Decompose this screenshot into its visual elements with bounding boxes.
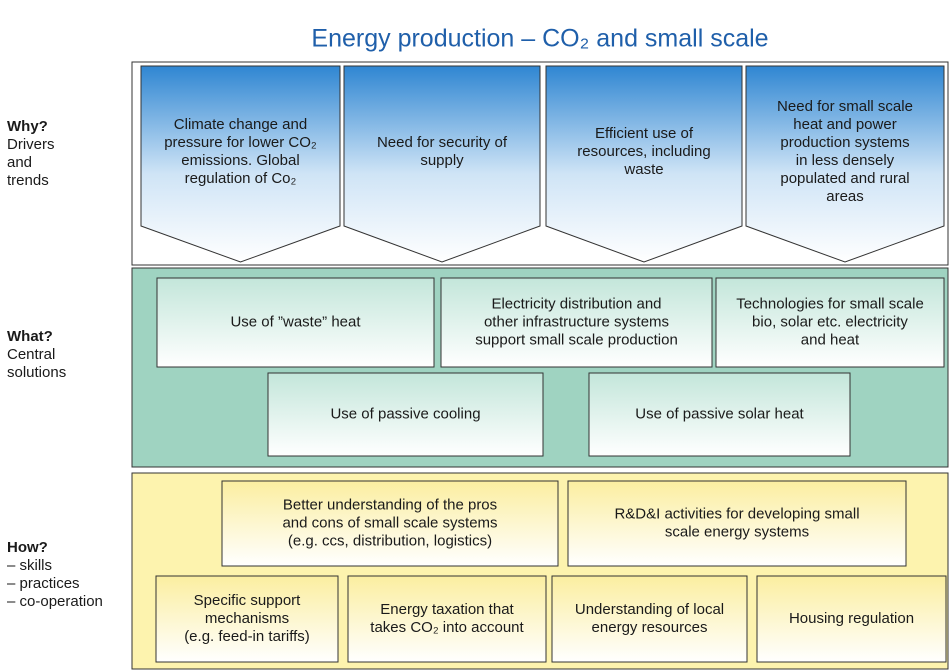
row-subheading: – practices: [7, 575, 80, 592]
box-text: regulation of Co₂: [185, 170, 297, 187]
box-text: (e.g. feed-in tariffs): [184, 628, 310, 645]
box-text: Use of ”waste” heat: [230, 313, 361, 330]
arrow: [745, 65, 945, 263]
box-text: support small scale production: [475, 331, 678, 348]
practice-box: [756, 575, 947, 663]
arrow: [343, 65, 541, 263]
box-text: Efficient use of: [595, 125, 694, 142]
solution-box: [588, 372, 851, 457]
solution-box: [715, 277, 945, 368]
box-text: Energy taxation that: [380, 601, 514, 618]
box-text: and heat: [801, 331, 860, 348]
row-heading: What?: [7, 328, 53, 345]
arrow: [140, 65, 341, 263]
box-text: R&D&I activities for developing small: [614, 505, 859, 522]
box-text: Climate change and: [174, 116, 307, 133]
box-text: other infrastructure systems: [484, 313, 669, 330]
box-text: in less densely: [796, 152, 895, 169]
box-text: bio, solar etc. electricity: [752, 313, 908, 330]
practice-box: [221, 480, 559, 567]
practice-box: [551, 575, 748, 663]
box-text: resources, including: [577, 143, 710, 160]
box-text: populated and rural: [780, 170, 909, 187]
box-text: mechanisms: [205, 610, 289, 627]
row-subheading: Drivers: [7, 136, 55, 153]
row-subheading: Central: [7, 346, 55, 363]
practice-box: [155, 575, 339, 663]
row-heading: Why?: [7, 118, 48, 135]
box-text: Need for security of: [377, 134, 508, 151]
box-text: Technologies for small scale: [736, 295, 924, 312]
box-text: (e.g. ccs, distribution, logistics): [288, 532, 492, 549]
box-text: Housing regulation: [789, 610, 914, 627]
box-text: and cons of small scale systems: [282, 514, 497, 531]
row-subheading: and: [7, 154, 32, 171]
box-text: Use of passive cooling: [330, 405, 480, 422]
box-text: takes CO₂ into account: [370, 619, 524, 636]
box-text: energy resources: [592, 619, 708, 636]
arrow: [545, 65, 743, 263]
box-text: Need for small scale: [777, 98, 913, 115]
box-text: scale energy systems: [665, 523, 809, 540]
box-text: supply: [420, 152, 464, 169]
row-subheading: solutions: [7, 364, 66, 381]
box-text: waste: [623, 161, 663, 178]
box-text: emissions. Global: [181, 152, 299, 169]
box-text: Use of passive solar heat: [635, 405, 804, 422]
row-subheading: – skills: [7, 557, 52, 574]
box-text: Specific support: [194, 592, 302, 609]
title: Energy production – CO₂ and small scale: [311, 25, 768, 53]
box-text: pressure for lower CO₂: [164, 134, 317, 151]
box-text: Understanding of local: [575, 601, 724, 618]
practice-box: [567, 480, 907, 567]
solution-box: [267, 372, 544, 457]
solution-box: [156, 277, 435, 368]
row-subheading: trends: [7, 172, 49, 189]
row-heading: How?: [7, 539, 48, 556]
box-text: areas: [826, 188, 864, 205]
box-text: heat and power: [793, 116, 896, 133]
box-text: production systems: [780, 134, 909, 151]
solution-box: [440, 277, 713, 368]
row-subheading: – co-operation: [7, 593, 103, 610]
box-text: Better understanding of the pros: [283, 496, 497, 513]
practice-box: [347, 575, 547, 663]
box-text: Electricity distribution and: [491, 295, 661, 312]
